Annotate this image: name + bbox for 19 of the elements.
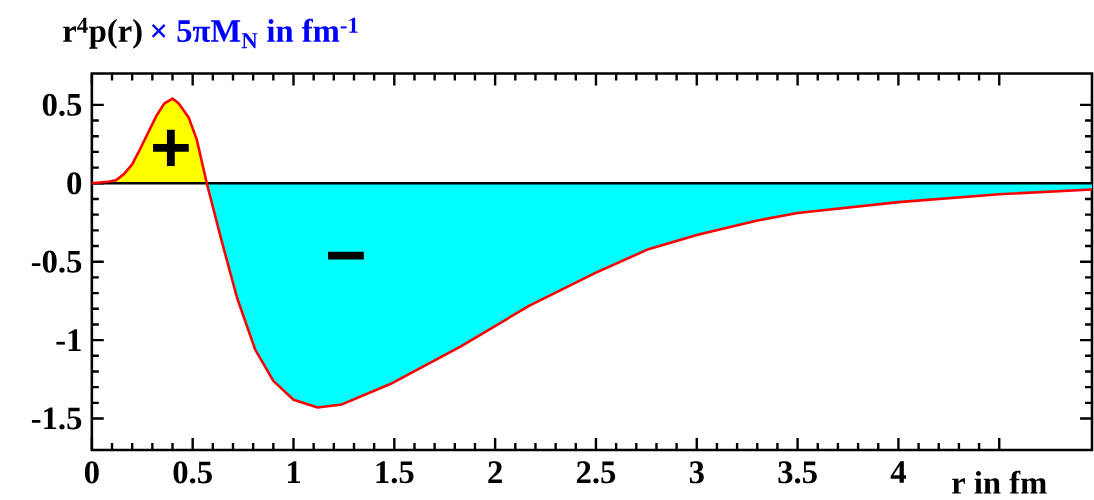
y-tick-label: -1.5 <box>31 407 82 430</box>
x-tick-label: 0 <box>84 461 99 484</box>
x-tick-label: 1 <box>287 461 300 484</box>
x-axis-title: r in fm <box>952 470 1047 494</box>
x-tick-label: 3.5 <box>778 461 817 484</box>
annotation: + <box>153 129 189 167</box>
x-tick-label: 1.5 <box>376 461 414 484</box>
y-tick-label: 0.5 <box>42 93 82 117</box>
y-tick-label: 0 <box>67 172 82 195</box>
x-tick-label: 2.5 <box>576 461 616 484</box>
annotation: − <box>328 251 364 260</box>
x-tick-label: 2 <box>488 461 502 484</box>
x-tick-label: 4 <box>890 461 906 484</box>
y-tick-label: -0.5 <box>31 250 82 273</box>
x-tick-label: 0.5 <box>173 461 212 484</box>
x-tick-label: 3 <box>689 461 704 484</box>
text: × 5πM$_{N}$ in fm$^{-1}$ <box>151 17 358 49</box>
y-tick-label: -1 <box>56 329 81 352</box>
y-axis-title: r$^{4}$p(r) <box>63 17 142 49</box>
